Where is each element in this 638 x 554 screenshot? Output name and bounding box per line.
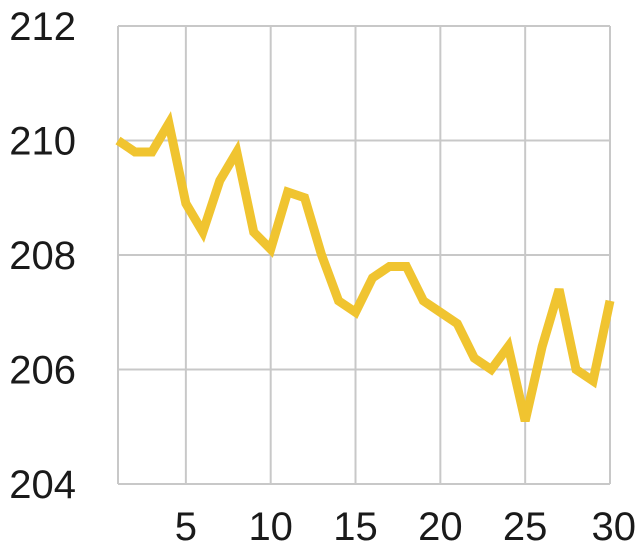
y-tick-label: 208 <box>9 234 76 278</box>
x-tick-label: 15 <box>333 505 378 549</box>
y-tick-label: 210 <box>9 120 76 164</box>
y-tick-label: 212 <box>9 5 76 49</box>
x-tick-label: 20 <box>418 505 463 549</box>
grid-lines <box>117 25 611 485</box>
series-layer <box>115 111 615 423</box>
x-tick-label: 5 <box>175 505 197 549</box>
x-tick-label: 25 <box>503 505 548 549</box>
y-tick-label: 206 <box>9 349 76 393</box>
y-tick-label: 204 <box>9 463 76 507</box>
series-line-0 <box>115 111 615 423</box>
x-tick-label: 10 <box>248 505 293 549</box>
y-axis-tick-labels: 204 206 208 210 212 <box>9 5 76 507</box>
x-axis-tick-labels: 5 10 15 20 25 30 <box>175 505 636 549</box>
x-tick-label: 30 <box>592 505 637 549</box>
